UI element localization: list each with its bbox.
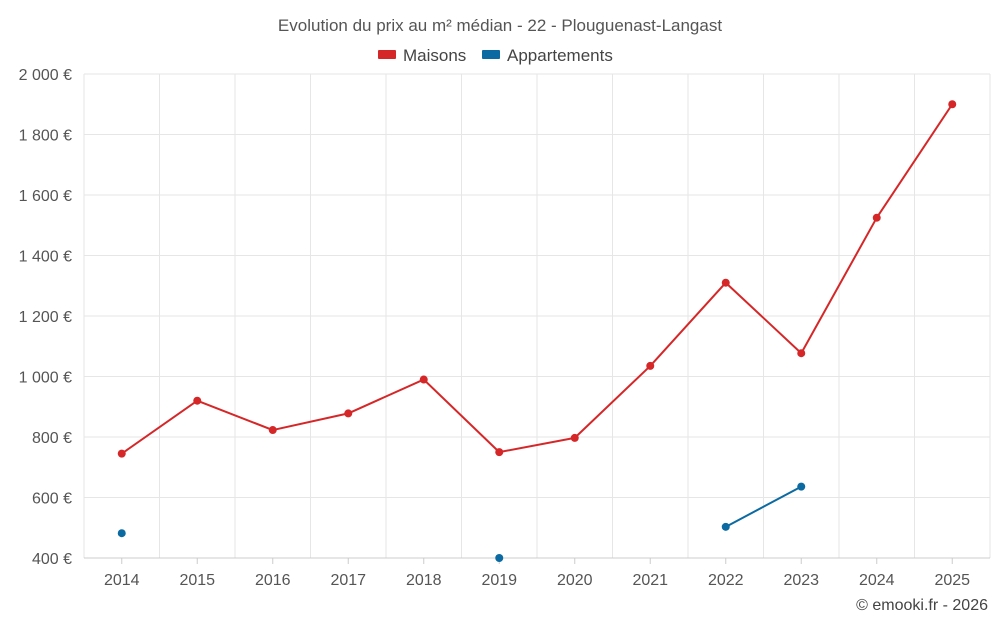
y-tick-label: 1 200 € (19, 309, 72, 326)
data-point-appartements[interactable] (797, 482, 806, 491)
y-tick-label: 1 400 € (19, 249, 72, 266)
x-tick-label: 2025 (934, 572, 970, 589)
data-point-maisons[interactable] (797, 349, 806, 358)
y-tick-label: 1 800 € (19, 128, 72, 145)
x-tick-label: 2021 (632, 572, 668, 589)
axes: 400 € 600 € 800 € 1 000 € 1 200 € 1 400 € 1 60… (19, 67, 990, 589)
x-tick-label: 2014 (104, 572, 140, 589)
series-line-segment (875, 103, 954, 219)
series-line-segment (724, 281, 803, 355)
y-tick-label: 400 € (32, 551, 72, 568)
data-point-appartements[interactable] (117, 529, 126, 538)
series-line-segment (196, 399, 274, 432)
series-line-segment (573, 364, 652, 439)
series-line-segment (271, 412, 350, 432)
credit-text: © emooki.fr - 2026 (856, 597, 988, 614)
x-tick-label: 2015 (179, 572, 215, 589)
series-line-segment (498, 436, 576, 454)
series-line-segment (422, 378, 501, 454)
data-point-maisons[interactable] (344, 409, 353, 418)
series-maisons (117, 100, 957, 458)
data-point-maisons[interactable] (721, 278, 730, 287)
data-point-maisons[interactable] (419, 375, 428, 384)
data-point-maisons[interactable] (646, 361, 655, 370)
series-appartements (117, 482, 806, 562)
data-point-maisons[interactable] (117, 449, 126, 458)
y-tick-label: 1 600 € (19, 188, 72, 205)
x-tick-label: 2019 (481, 572, 517, 589)
legend-label-appartements[interactable]: Appartements (507, 46, 613, 65)
data-point-maisons[interactable] (193, 396, 202, 405)
series-line-segment (649, 281, 727, 367)
series-line-segment (120, 399, 199, 455)
y-tick-label: 2 000 € (19, 67, 72, 84)
data-point-appartements[interactable] (495, 554, 504, 562)
legend-swatch-appartements (482, 50, 500, 59)
data-point-maisons[interactable] (570, 433, 579, 442)
data-point-appartements[interactable] (721, 522, 730, 531)
series-line-segment (800, 216, 878, 355)
y-tick-label: 600 € (32, 491, 72, 508)
x-tick-label: 2023 (783, 572, 819, 589)
legend-swatch-maisons (378, 50, 396, 59)
x-tick-label: 2018 (406, 572, 442, 589)
data-point-maisons[interactable] (495, 448, 504, 457)
x-tick-label: 2020 (557, 572, 593, 589)
series-line-segment (347, 378, 425, 415)
legend-label-maisons[interactable]: Maisons (403, 46, 466, 65)
x-tick-label: 2017 (330, 572, 366, 589)
y-tick-label: 1 000 € (19, 370, 72, 387)
x-tick-label: 2024 (859, 572, 895, 589)
data-point-maisons[interactable] (948, 100, 957, 109)
series-line-segment (724, 485, 803, 528)
chart-title: Evolution du prix au m² médian - 22 - Pl… (278, 16, 722, 35)
legend[interactable]: Maisons Appartements (378, 46, 613, 65)
x-tick-label: 2016 (255, 572, 291, 589)
series (117, 100, 957, 562)
x-tick-label: 2022 (708, 572, 744, 589)
grid (83, 73, 991, 558)
y-tick-label: 800 € (32, 430, 72, 447)
data-point-maisons[interactable] (872, 213, 881, 222)
data-point-maisons[interactable] (268, 426, 277, 435)
